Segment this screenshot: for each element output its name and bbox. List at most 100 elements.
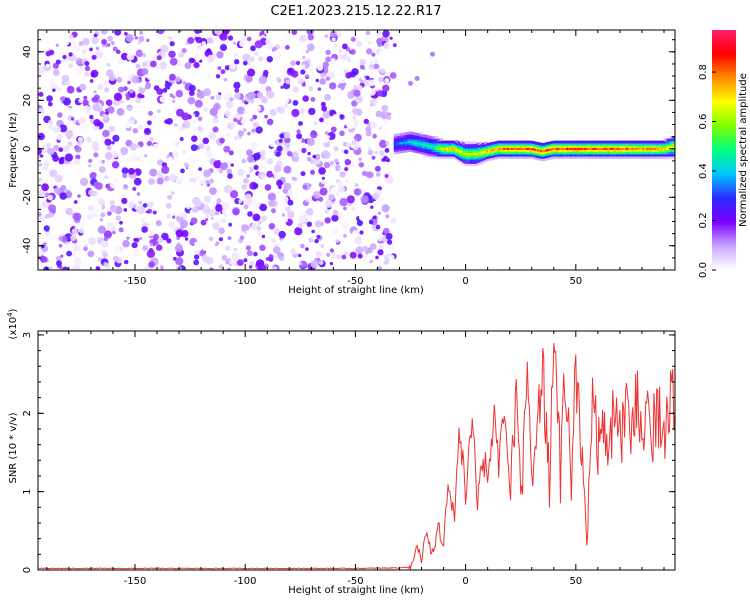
heatmap-cell: [643, 142, 647, 146]
heatmap-cell: [135, 49, 144, 58]
heatmap-cell: [529, 156, 533, 159]
heatmap-cell: [569, 153, 573, 157]
heatmap-cell: [503, 153, 507, 157]
heatmap-cell: [323, 222, 328, 227]
heatmap-cell: [520, 151, 524, 155]
heatmap-cell: [662, 149, 665, 153]
heatmap-cell: [441, 147, 445, 150]
heatmap-cell: [53, 144, 60, 151]
heatmap-cell: [541, 151, 545, 155]
heatmap-cell: [509, 142, 513, 146]
heatmap-cell: [172, 99, 176, 104]
heatmap-cell: [283, 182, 292, 191]
heatmap-cell: [470, 161, 474, 164]
heatmap-cell: [168, 50, 176, 58]
heatmap-cell: [480, 152, 483, 156]
heatmap-cell: [524, 151, 528, 155]
heatmap-cell: [671, 140, 675, 144]
heatmap-cell: [138, 35, 145, 43]
heatmap-cell: [324, 34, 329, 38]
heatmap-cell: [450, 149, 454, 153]
heatmap-cell: [486, 158, 490, 162]
heatmap-cell: [146, 228, 155, 237]
heatmap-cell: [389, 72, 397, 79]
heatmap-cell: [149, 242, 154, 247]
heatmap-cell: [407, 136, 411, 139]
heatmap-cell: [426, 143, 429, 147]
heatmap-cell: [432, 149, 436, 153]
heatmap-cell: [646, 142, 650, 146]
heatmap-cell: [104, 138, 112, 146]
heatmap-cell: [460, 156, 463, 159]
heatmap-cell: [252, 114, 258, 120]
heatmap-cell: [654, 147, 658, 150]
heatmap-cell: [491, 144, 494, 148]
heatmap-cell: [141, 48, 147, 54]
heatmap-cell: [109, 180, 118, 189]
heatmap-cell: [133, 177, 142, 186]
heatmap-cell: [341, 222, 349, 230]
heatmap-cell: [614, 140, 618, 144]
heatmap-cell: [97, 233, 102, 238]
heatmap-cell: [403, 136, 406, 140]
heatmap-cell: [619, 142, 622, 146]
heatmap-cell: [625, 140, 628, 144]
heatmap-cell: [467, 161, 471, 164]
heatmap-cell: [487, 158, 491, 161]
heatmap-cell: [245, 245, 251, 251]
heatmap-cell: [413, 141, 417, 144]
heatmap-cell: [651, 156, 655, 159]
heatmap-cell: [538, 142, 542, 146]
heatmap-cell: [663, 156, 667, 159]
heatmap-cell: [133, 238, 137, 242]
heatmap-cell: [82, 99, 89, 106]
heatmap-cell: [603, 153, 607, 157]
heatmap-cell: [656, 156, 659, 159]
heatmap-cell: [653, 140, 656, 144]
heatmap-cell: [432, 136, 436, 140]
heatmap-cell: [38, 154, 41, 158]
heatmap-cell: [203, 107, 209, 112]
heatmap-cell: [620, 151, 624, 155]
heatmap-cell: [475, 158, 479, 162]
heatmap-cell: [501, 156, 505, 159]
heatmap-cell: [529, 142, 533, 146]
heatmap-cell: [128, 202, 136, 209]
heatmap-cell: [233, 81, 241, 89]
heatmap-cell: [515, 151, 519, 155]
heatmap-cell: [280, 195, 289, 204]
heatmap-cell: [563, 142, 567, 146]
heatmap-cell: [612, 153, 616, 157]
heatmap-cell: [219, 32, 228, 41]
heatmap-cell: [487, 145, 491, 148]
heatmap-cell: [466, 156, 470, 160]
heatmap-cell: [95, 203, 103, 211]
heatmap-cell: [287, 68, 293, 73]
heatmap-cell: [140, 82, 146, 88]
heatmap-cell: [602, 140, 605, 144]
heatmap-cell: [427, 144, 431, 148]
heatmap-cell: [203, 88, 212, 97]
heatmap-cell: [418, 151, 422, 154]
heatmap-cell: [486, 145, 490, 149]
heatmap-cell: [83, 95, 88, 100]
heatmap-cell: [100, 30, 108, 35]
heatmap-cell: [50, 83, 59, 92]
heatmap-cell: [403, 139, 406, 142]
heatmap-cell: [622, 156, 625, 159]
heatmap-cell: [642, 149, 645, 153]
heatmap-cell: [617, 149, 621, 153]
heatmap-cell: [648, 149, 652, 153]
heatmap-cell: [265, 257, 270, 261]
heatmap-cell: [252, 213, 261, 222]
heatmap-cell: [649, 142, 653, 146]
heatmap-cell: [561, 142, 565, 146]
heatmap-cell: [174, 141, 180, 147]
heatmap-cell: [622, 153, 625, 157]
heatmap-cell: [318, 260, 324, 265]
heatmap-cell: [103, 55, 109, 61]
heatmap-cell: [166, 238, 172, 244]
heatmap-cell: [259, 244, 266, 251]
heatmap-cell: [274, 242, 279, 247]
